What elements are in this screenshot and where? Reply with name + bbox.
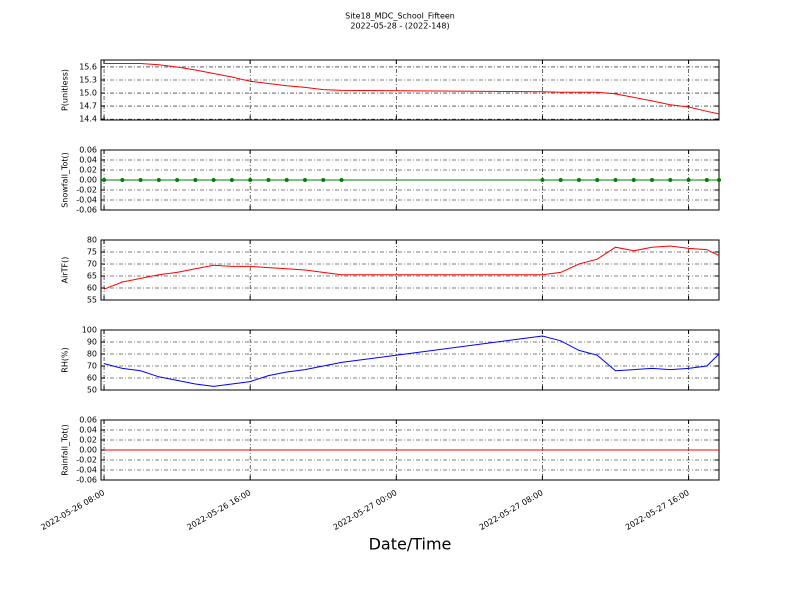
- y-tick-label: 70: [87, 362, 97, 371]
- data-point: [540, 178, 545, 182]
- data-point: [321, 178, 326, 182]
- y-tick-label: 0.02: [79, 436, 97, 445]
- y-axis-label: RH(%): [61, 347, 70, 372]
- data-point: [595, 178, 600, 182]
- y-tick-label: 15.3: [79, 76, 97, 85]
- y-tick-label: 0.04: [79, 156, 97, 165]
- y-tick-label: 55: [87, 296, 97, 305]
- plot-frame: [100, 59, 720, 121]
- y-tick-label: 70: [87, 260, 97, 269]
- data-point: [717, 178, 721, 182]
- data-point: [339, 178, 344, 182]
- y-axis-label: Snowfall_Tot(): [61, 152, 70, 208]
- y-tick-label: 65: [87, 272, 97, 281]
- y-tick-label: 0.00: [79, 446, 97, 455]
- y-tick-label: -0.04: [76, 466, 97, 475]
- x-tick-label: 2022-05-27 16:00: [624, 488, 691, 532]
- data-point: [229, 178, 234, 182]
- y-tick-label: 14.4: [79, 115, 97, 124]
- data-point: [156, 178, 161, 182]
- data-point: [211, 178, 216, 182]
- y-tick-label: 0.06: [79, 146, 97, 155]
- data-point: [558, 178, 563, 182]
- data-point: [668, 178, 673, 182]
- y-tick-label: 90: [87, 338, 97, 347]
- y-tick-label: 50: [87, 386, 97, 395]
- data-point: [266, 178, 271, 182]
- x-axis-label: Date/Time: [369, 535, 452, 554]
- y-tick-label: 80: [87, 236, 97, 245]
- y-tick-label: 0.04: [79, 426, 97, 435]
- data-point: [175, 178, 180, 182]
- x-tick-label: 2022-05-26 08:00: [39, 488, 106, 532]
- data-point: [248, 178, 253, 182]
- data-point: [613, 178, 618, 182]
- plot-frame: [100, 329, 720, 391]
- y-tick-label: -0.02: [76, 456, 97, 465]
- data-point: [302, 178, 307, 182]
- y-axis-label: P(unitless): [61, 69, 70, 111]
- plot-frame: [100, 239, 720, 301]
- data-point: [576, 178, 581, 182]
- y-tick-label: 15.6: [79, 62, 97, 71]
- data-line: [103, 335, 720, 387]
- data-point: [284, 178, 289, 182]
- data-point: [138, 178, 143, 182]
- y-tick-label: -0.02: [76, 186, 97, 195]
- data-line: [103, 245, 720, 290]
- chart-subtitle: 2022-05-28 - (2022-148): [350, 22, 449, 31]
- data-point: [650, 178, 655, 182]
- data-point: [631, 178, 636, 182]
- y-tick-label: 80: [87, 350, 97, 359]
- y-tick-label: 100: [82, 326, 97, 335]
- y-tick-label: 14.7: [79, 102, 97, 111]
- data-line: [104, 63, 720, 115]
- y-tick-label: 0.06: [79, 416, 97, 425]
- y-axis-label: Rainfall_Tot(): [61, 424, 70, 476]
- y-axis-label: AirTF(): [61, 257, 70, 284]
- x-tick-label: 2022-05-27 08:00: [478, 488, 545, 532]
- data-point: [193, 178, 198, 182]
- x-tick-label: 2022-05-26 16:00: [185, 488, 252, 532]
- data-point: [686, 178, 691, 182]
- y-tick-label: -0.06: [76, 476, 97, 485]
- x-tick-label: 2022-05-27 00:00: [332, 488, 399, 532]
- y-tick-label: -0.06: [76, 206, 97, 215]
- y-tick-label: 60: [87, 284, 97, 293]
- y-tick-label: 60: [87, 374, 97, 383]
- y-tick-label: -0.04: [76, 196, 97, 205]
- y-tick-label: 0.00: [79, 176, 97, 185]
- data-point: [102, 178, 107, 182]
- y-tick-label: 75: [87, 248, 97, 257]
- chart-title: Site18_MDC_School_Fifteen: [345, 12, 455, 21]
- data-point: [120, 178, 125, 182]
- y-tick-label: 15.0: [79, 89, 97, 98]
- y-tick-label: 0.02: [79, 166, 97, 175]
- data-point: [704, 178, 709, 182]
